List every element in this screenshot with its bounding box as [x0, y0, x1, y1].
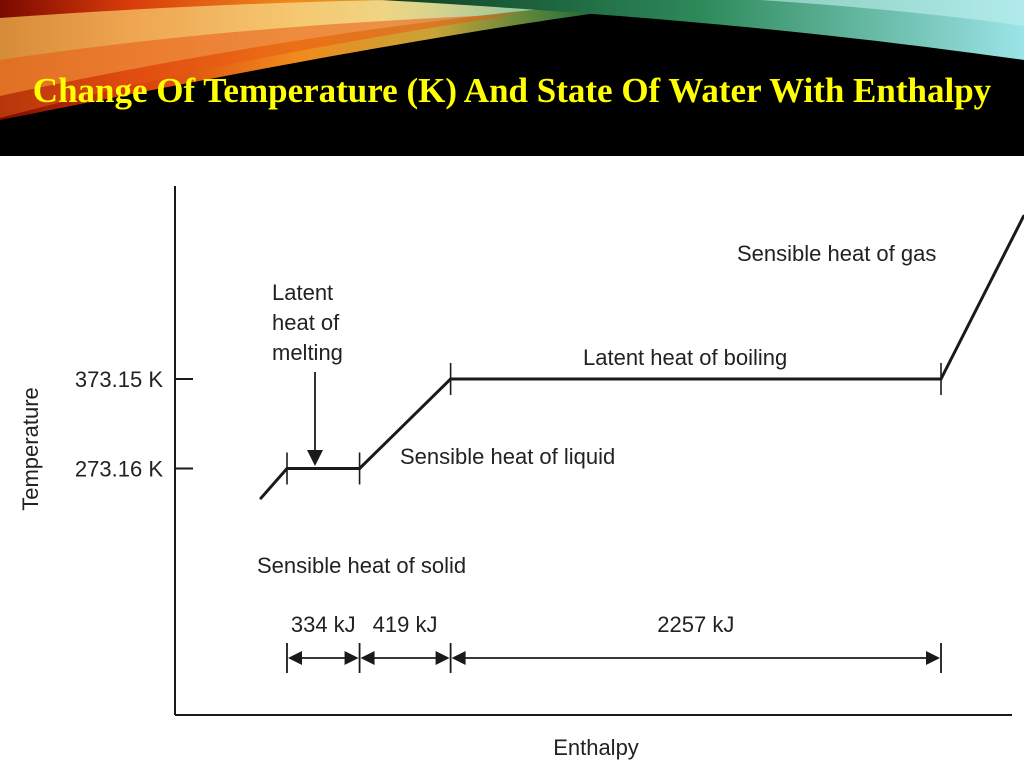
- curve-segment-solid: [259, 467, 289, 500]
- interval-arrowhead-left: [360, 651, 375, 665]
- interval-arrowhead-right: [435, 651, 450, 665]
- interval-arrowhead-left: [288, 651, 302, 665]
- interval-label: 419 kJ: [373, 612, 438, 637]
- segment-label-liquid: Sensible heat of liquid: [400, 444, 615, 469]
- interval-arrowhead-left: [451, 651, 466, 665]
- y-axis-title: Temperature: [18, 387, 43, 511]
- slide-title: Change Of Temperature (K) And State Of W…: [32, 71, 992, 110]
- segment-label-solid: Sensible heat of solid: [257, 553, 466, 578]
- interval-label: 334 kJ: [291, 612, 356, 637]
- segment-label-boiling: Latent heat of boiling: [583, 345, 787, 370]
- segment-label-gas: Sensible heat of gas: [737, 241, 936, 266]
- interval-label: 2257 kJ: [657, 612, 734, 637]
- interval-arrowhead-right: [926, 651, 940, 665]
- curve-segment-gas: [939, 214, 1024, 381]
- slide-header: Change Of Temperature (K) And State Of W…: [0, 0, 1024, 156]
- header-swoosh-art: [0, 0, 1024, 156]
- interval-arrowhead-right: [344, 651, 359, 665]
- chart-area: Enthalpy Temperature 373.15 K 273.16 K Sensi…: [0, 156, 1024, 768]
- phase-change-chart: Enthalpy Temperature 373.15 K 273.16 K Sensi…: [18, 186, 1024, 760]
- x-axis-title: Enthalpy: [553, 735, 639, 760]
- melting-pointer-arrowhead: [307, 450, 323, 466]
- y-tick-label: 373.15 K: [75, 367, 163, 392]
- segment-label-melting: Latent heat of melting: [272, 280, 343, 365]
- curve-segment-liquid: [358, 377, 453, 470]
- y-tick-label: 273.16 K: [75, 457, 163, 482]
